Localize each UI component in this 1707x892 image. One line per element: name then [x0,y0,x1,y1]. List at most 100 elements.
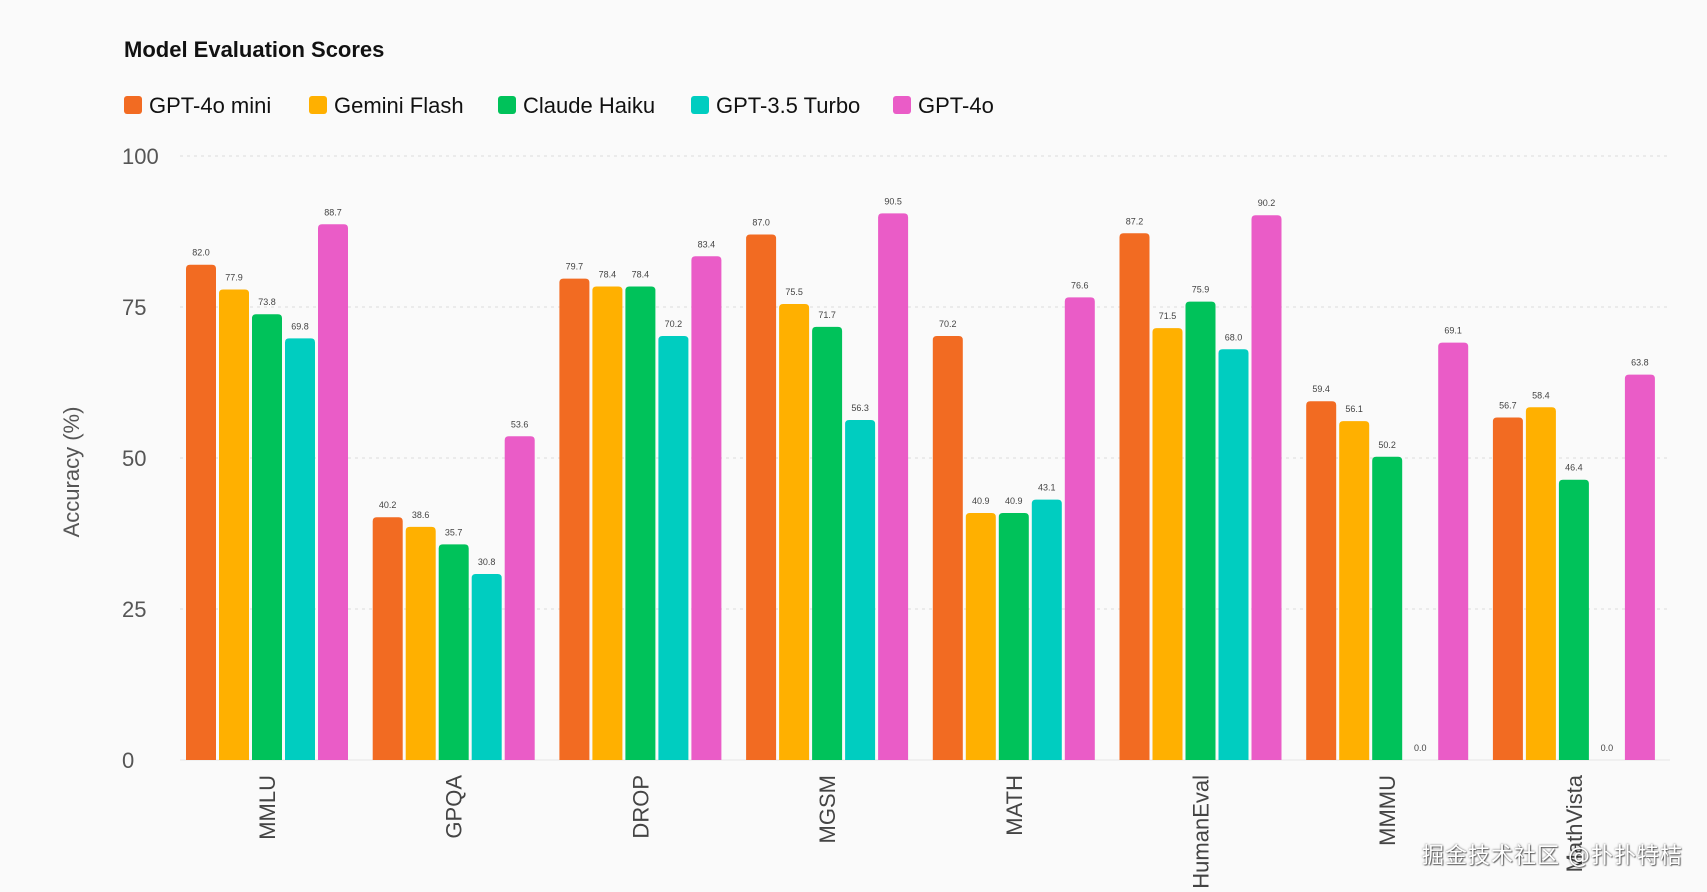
x-tick-label: DROP [628,775,653,839]
data-label: 77.9 [225,272,243,282]
y-axis-ticks: 0 25 50 75 100 [122,144,159,773]
data-label: 78.4 [599,269,617,279]
data-label: 71.5 [1159,311,1177,321]
chart-title: Model Evaluation Scores [124,37,384,62]
bar [1339,421,1370,760]
y-tick-label: 50 [122,446,146,471]
legend-item: Gemini Flash [309,93,464,118]
bars [186,213,1655,760]
y-tick-label: 100 [122,144,159,169]
legend-swatch [691,96,709,114]
x-tick-label: MGSM [815,775,840,843]
bar [812,326,843,760]
data-label: 38.6 [412,510,430,520]
bar [504,436,535,760]
x-tick-label: MMMU [1375,775,1400,846]
bar [932,335,963,760]
bar [252,314,282,760]
bar [1306,401,1337,760]
y-tick-label: 0 [122,748,134,773]
x-tick-label: HumanEval [1189,775,1214,889]
x-tick-label: GPQA [442,775,467,839]
data-label: 58.4 [1532,390,1550,400]
legend: GPT-4o mini Gemini Flash Claude Haiku GPT-3… [124,93,994,118]
bar [1624,374,1655,760]
legend-item: GPT-4o mini [124,93,271,118]
bar [1492,417,1523,760]
data-label: 70.2 [665,319,683,329]
data-label: 50.2 [1378,440,1396,450]
x-axis-labels: MMLU GPQA DROP MGSM MATH HumanEval MMMU MathVis… [255,774,1587,888]
bar [405,526,436,760]
data-label: 69.1 [1444,326,1462,336]
x-tick-label: MATH [1002,775,1027,836]
watermark: 掘金技术社区 @扑扑特桔 [1422,844,1683,869]
data-label: 83.4 [698,239,716,249]
bar [845,419,876,760]
data-label: 0.0 [1601,743,1614,753]
bar [779,303,810,760]
bar [625,286,656,760]
data-label: 56.1 [1345,404,1363,414]
bar [746,234,777,760]
bar [219,289,249,760]
data-labels: 82.0 77.9 73.8 69.8 88.7 40.2 38.6 35.7 30.8 53.6… [192,196,1648,753]
data-label: 73.8 [258,297,276,307]
bar [1372,456,1403,760]
data-label: 75.5 [785,287,803,297]
bar [878,213,909,760]
data-label: 30.8 [478,557,496,567]
data-label: 87.2 [1126,216,1144,226]
data-label: 56.7 [1499,401,1517,411]
data-label: 90.5 [884,196,902,206]
data-label: 87.0 [752,218,770,228]
data-label: 69.8 [291,321,309,331]
bar [559,278,590,760]
legend-swatch [309,96,327,114]
bar [1119,233,1150,760]
data-label: 68.0 [1225,332,1243,342]
legend-item: GPT-3.5 Turbo [691,93,860,118]
bar [318,224,348,760]
bar [1185,301,1216,760]
bar [1558,479,1589,760]
data-label: 56.3 [851,403,869,413]
data-label: 82.0 [192,248,210,258]
data-label: 0.0 [1414,743,1427,753]
data-label: 43.1 [1038,483,1056,493]
bar [1251,215,1282,760]
legend-label: Claude Haiku [523,93,655,118]
y-tick-label: 75 [122,295,146,320]
bar [1438,342,1469,760]
data-label: 35.7 [445,527,463,537]
data-label: 63.8 [1631,358,1649,368]
bar [372,517,403,760]
data-label: 90.2 [1258,198,1276,208]
legend-label: GPT-4o mini [149,93,271,118]
legend-item: Claude Haiku [498,93,655,118]
legend-swatch [498,96,516,114]
legend-label: GPT-4o [918,93,994,118]
x-tick-label: MMLU [255,775,280,840]
legend-item: GPT-4o [893,93,994,118]
data-label: 88.7 [324,207,342,217]
data-label: 70.2 [939,319,957,329]
data-label: 71.7 [818,310,836,320]
data-label: 40.2 [379,500,397,510]
data-label: 78.4 [632,269,650,279]
legend-swatch [893,96,911,114]
y-tick-label: 25 [122,597,146,622]
bar [285,338,315,760]
legend-label: Gemini Flash [334,93,464,118]
data-label: 76.6 [1071,280,1089,290]
bar [1064,297,1095,760]
bar [691,256,722,760]
data-label: 46.4 [1565,463,1583,473]
legend-label: GPT-3.5 Turbo [716,93,860,118]
bar [965,512,996,760]
data-label: 75.9 [1192,285,1210,295]
bar [1218,349,1249,760]
data-label: 40.9 [1005,496,1023,506]
legend-swatch [124,96,142,114]
